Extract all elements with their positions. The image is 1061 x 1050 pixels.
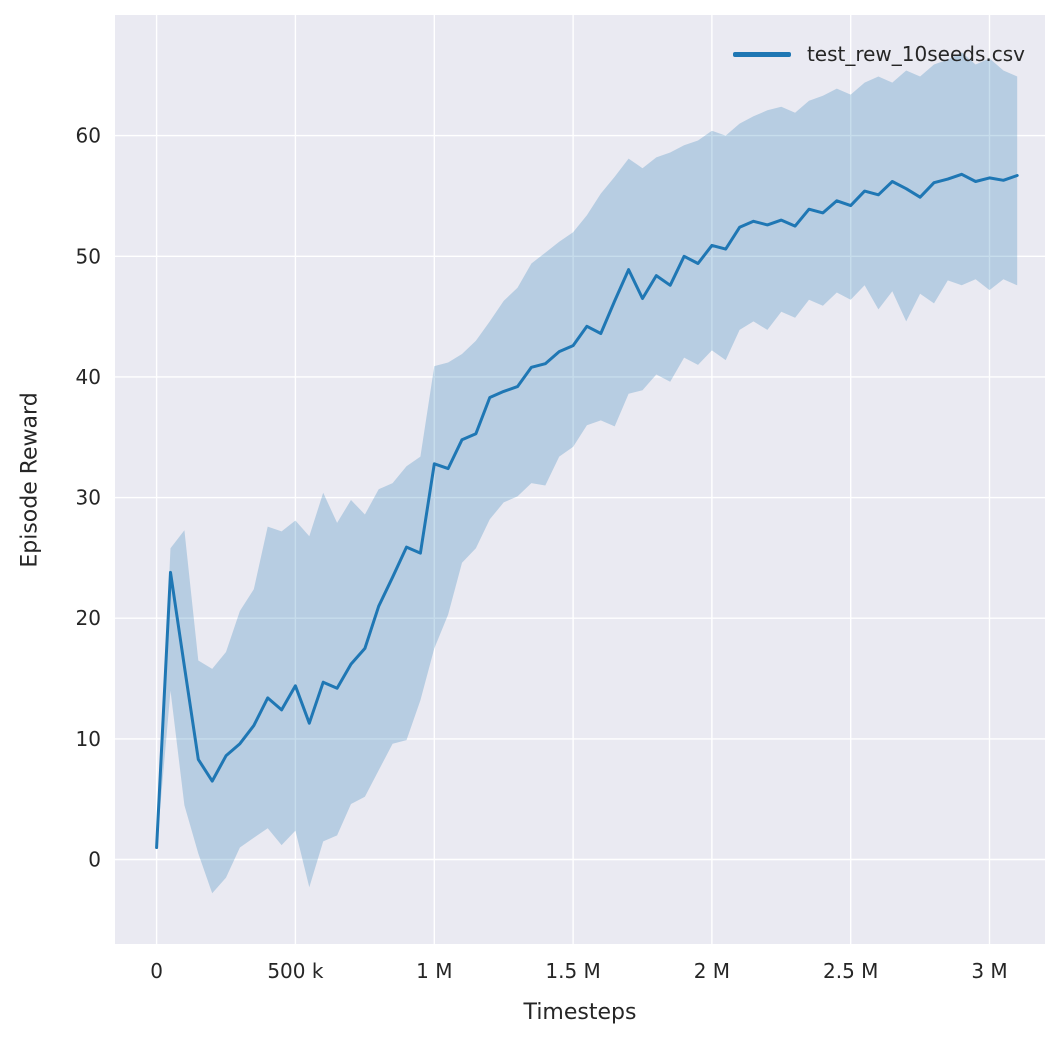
y-axis-label: Episode Reward — [17, 392, 43, 568]
legend: test_rew_10seeds.csv — [732, 42, 1025, 66]
y-tick-label: 50 — [76, 244, 101, 268]
y-tick-label: 30 — [76, 486, 101, 510]
x-tick-label: 1 M — [416, 959, 452, 983]
y-tick-label: 60 — [76, 124, 101, 148]
x-tick-label: 500 k — [267, 959, 324, 983]
x-tick-label: 2.5 M — [823, 959, 878, 983]
y-tick-label: 40 — [76, 365, 101, 389]
x-axis-label: Timesteps — [523, 1000, 637, 1025]
y-tick-label: 10 — [76, 727, 101, 751]
plot-area — [115, 15, 1045, 944]
x-tick-label: 2 M — [694, 959, 730, 983]
legend-label: test_rew_10seeds.csv — [806, 42, 1025, 66]
y-tick-label: 20 — [76, 606, 101, 630]
confidence-band — [156, 52, 1018, 894]
x-tick-label: 3 M — [971, 959, 1007, 983]
x-tick-label: 0 — [150, 959, 163, 983]
x-tick-label: 1.5 M — [545, 959, 600, 983]
legend-line-swatch — [732, 51, 791, 57]
y-tick-label: 0 — [88, 848, 101, 872]
mean-line — [155, 172, 1019, 849]
